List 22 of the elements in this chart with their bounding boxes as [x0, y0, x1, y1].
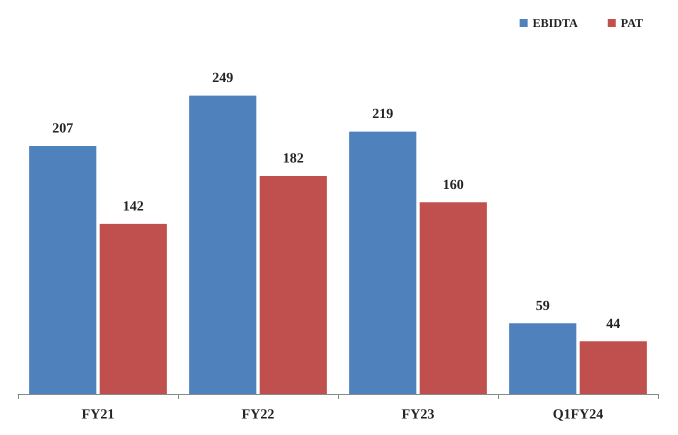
legend-label: PAT [620, 16, 643, 30]
bar [349, 132, 416, 394]
data-label: 249 [212, 71, 234, 86]
data-label: 160 [442, 178, 464, 193]
bar [509, 323, 576, 394]
x-tick-label: FY22 [242, 408, 274, 422]
data-label: 182 [282, 151, 304, 166]
x-tick-label: FY21 [82, 408, 114, 422]
bar [260, 176, 327, 394]
data-label: 44 [606, 316, 620, 332]
data-label: 59 [536, 298, 550, 314]
bar [580, 341, 647, 394]
legend-label: EBIDTA [532, 16, 578, 30]
data-label: 142 [122, 199, 144, 214]
bar [189, 96, 256, 394]
bar [100, 224, 167, 394]
x-tick-label: FY23 [402, 408, 434, 422]
data-label: 219 [372, 107, 394, 122]
bar [29, 146, 96, 394]
data-label: 207 [52, 121, 74, 136]
x-tick-label: Q1FY24 [552, 408, 604, 422]
bar [420, 202, 487, 394]
